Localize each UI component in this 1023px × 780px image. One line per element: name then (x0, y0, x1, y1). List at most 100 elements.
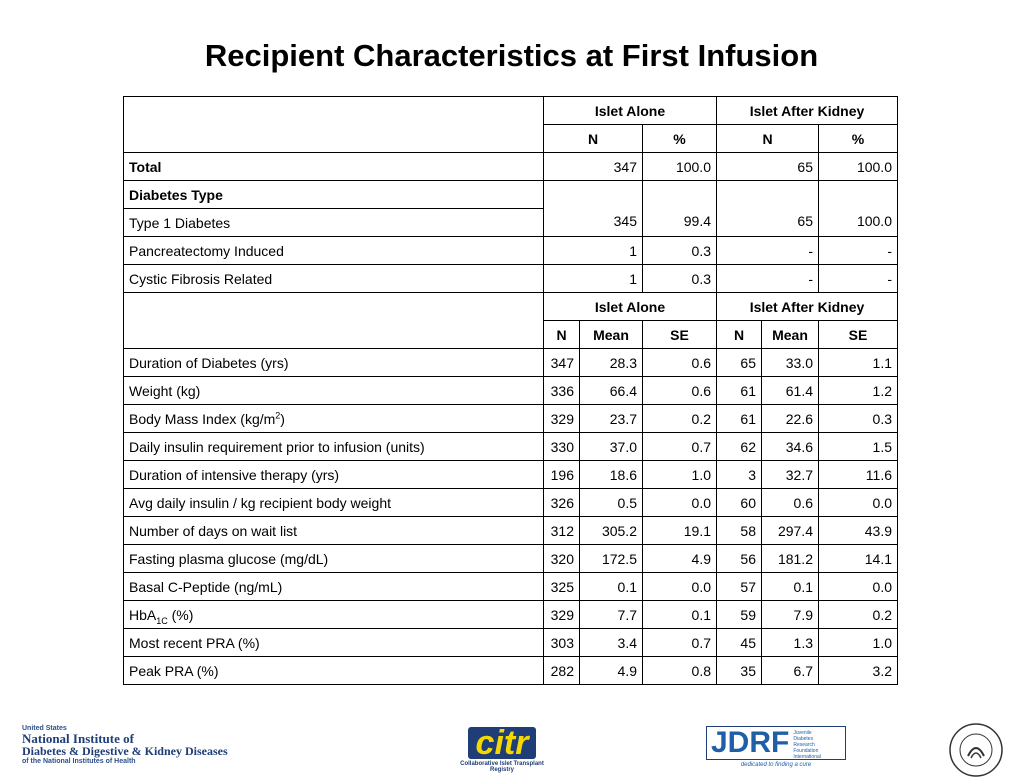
cell: 32.7 (761, 460, 819, 489)
row-label-subscript: 1C (156, 615, 168, 626)
sub-header-n: N (716, 124, 819, 153)
row-label: Weight (kg) (123, 376, 544, 405)
jdrf-box: JDRF Juvenile Diabetes Research Foundati… (706, 726, 846, 760)
cell: 0.1 (761, 572, 819, 601)
cell: 297.4 (761, 516, 819, 545)
niddk-logo: United States National Institute of Diab… (22, 725, 252, 773)
jdrf-small-text: Juvenile Diabetes Research Foundation In… (793, 727, 821, 760)
row-label: Daily insulin requirement prior to infus… (123, 432, 544, 461)
row-label: Basal C-Peptide (ng/mL) (123, 572, 544, 601)
cell: 347 (543, 348, 580, 377)
cell: 18.6 (579, 460, 643, 489)
cell: 7.9 (761, 600, 819, 629)
cell: 1.1 (818, 348, 898, 377)
cell: 305.2 (579, 516, 643, 545)
cell: 34.6 (761, 432, 819, 461)
jdrf-tagline: dedicated to finding a cure (740, 762, 812, 768)
cell: 0.6 (642, 348, 717, 377)
niddk-line2: National Institute of (22, 731, 134, 746)
cell: 3.2 (818, 656, 898, 685)
sub-header-se: SE (818, 320, 898, 349)
sub-header-mean: Mean (761, 320, 819, 349)
row-label: Fasting plasma glucose (mg/dL) (123, 544, 544, 573)
cell: 0.0 (642, 488, 717, 517)
group-header-islet-after-kidney: Islet After Kidney (716, 292, 898, 321)
table-row: Basal C-Peptide (ng/mL) 325 0.1 0.0 57 0.1 0.0 (123, 572, 898, 601)
cell: 336 (543, 376, 580, 405)
cell: 1.0 (818, 628, 898, 657)
table-row: Pancreatectomy Induced 1 0.3 - - (123, 236, 898, 265)
cell: 23.7 (579, 404, 643, 433)
cell: 37.0 (579, 432, 643, 461)
jdrf-small-line: Research (793, 742, 815, 748)
cell: 0.8 (642, 656, 717, 685)
jdrf-small-line: International (793, 754, 821, 760)
cell: 303 (543, 628, 580, 657)
cell: 14.1 (818, 544, 898, 573)
niddk-line1: United States (22, 725, 67, 732)
row-label: Cystic Fibrosis Related (123, 264, 544, 293)
cell: 59 (716, 600, 762, 629)
cell: 43.9 (818, 516, 898, 545)
citr-wordmark: citr (467, 726, 537, 760)
table-row: Avg daily insulin / kg recipient body we… (123, 488, 898, 517)
cell: 62 (716, 432, 762, 461)
cell: 22.6 (761, 404, 819, 433)
cell: 1.3 (761, 628, 819, 657)
table-row: Most recent PRA (%) 303 3.4 0.7 45 1.3 1.0 (123, 628, 898, 657)
cell: 65 (716, 180, 819, 237)
cell: - (818, 264, 898, 293)
cell: 329 (543, 600, 580, 629)
table-row: Number of days on wait list 312 305.2 19.1 5… (123, 516, 898, 545)
table-row-total: Total 347 100.0 65 100.0 (123, 152, 898, 181)
cell: 0.1 (579, 572, 643, 601)
cell: 28.3 (579, 348, 643, 377)
row-label: Duration of Diabetes (yrs) (123, 348, 544, 377)
table-row: Fasting plasma glucose (mg/dL) 320 172.5 4.… (123, 544, 898, 573)
row-label: Number of days on wait list (123, 516, 544, 545)
row-label: Type 1 Diabetes (123, 208, 544, 237)
table2-body: Duration of Diabetes (yrs) 347 28.3 0.6 65 33… (123, 348, 898, 685)
niddk-line4: of the National Institutes of Health (22, 758, 136, 765)
blank-header-cell (123, 292, 544, 349)
cell: 0.0 (642, 572, 717, 601)
table-row: Type 1 Diabetes (123, 208, 898, 237)
cell: 330 (543, 432, 580, 461)
row-label-superscript: 2 (275, 409, 281, 420)
table-row: Peak PRA (%) 282 4.9 0.8 35 6.7 3.2 (123, 656, 898, 685)
table1-group-header-row: Islet Alone Islet After Kidney (123, 96, 898, 153)
citr-logo: citr Collaborative Islet Transplant Regi… (450, 726, 554, 773)
cell: 65 (716, 152, 819, 181)
group-header-islet-after-kidney: Islet After Kidney (716, 96, 898, 125)
cell: 1 (543, 236, 643, 265)
cell: 4.9 (579, 656, 643, 685)
row-label-text: ) (280, 410, 285, 427)
cell: 181.2 (761, 544, 819, 573)
section-label: Diabetes Type (123, 180, 544, 209)
cell: 61 (716, 376, 762, 405)
cell: 45 (716, 628, 762, 657)
jdrf-small-line: Diabetes (793, 736, 814, 742)
cell: 0.5 (579, 488, 643, 517)
cell: 57 (716, 572, 762, 601)
cell: - (818, 236, 898, 265)
cell: 0.3 (642, 236, 717, 265)
cell: 0.7 (642, 432, 717, 461)
group-header-islet-alone: Islet Alone (543, 292, 717, 321)
cell: 58 (716, 516, 762, 545)
jdrf-small-line: Juvenile (793, 730, 812, 736)
cell: 329 (543, 404, 580, 433)
sub-header-n: N (543, 124, 643, 153)
row-label-text: Body Mass Index (kg/m (129, 410, 276, 427)
nih-seal-icon (949, 723, 1003, 777)
row-label-text: HbA (129, 606, 157, 623)
cell: 345 (543, 180, 643, 237)
cell: 1.2 (818, 376, 898, 405)
slide-title: Recipient Characteristics at First Infus… (204, 38, 819, 73)
jdrf-logo: JDRF Juvenile Diabetes Research Foundati… (706, 726, 846, 772)
cell: 0.7 (642, 628, 717, 657)
cell: 1 (543, 264, 643, 293)
row-label: Pancreatectomy Induced (123, 236, 544, 265)
cell: 61 (716, 404, 762, 433)
cell: 3.4 (579, 628, 643, 657)
